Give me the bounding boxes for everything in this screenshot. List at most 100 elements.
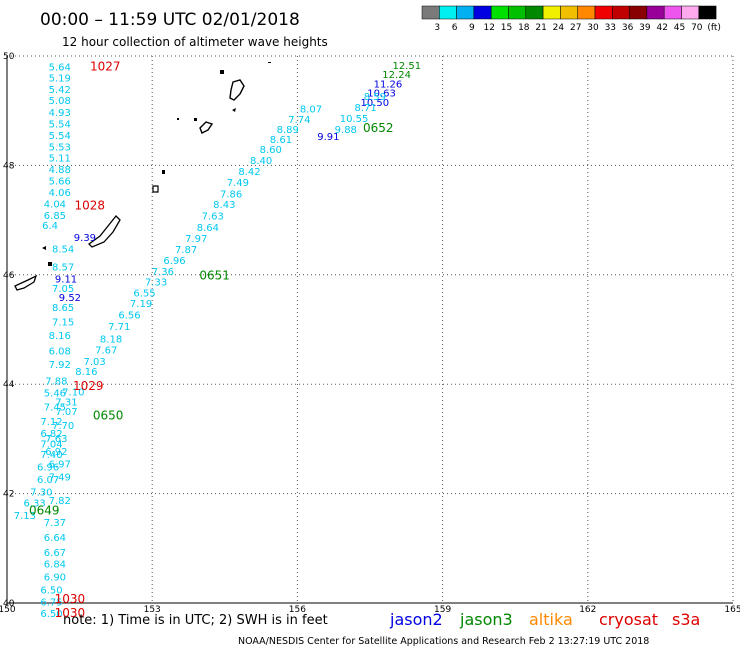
swh-value: 5.46 [44,388,66,399]
color-scale-swatch [612,5,630,20]
color-scale-label: 45 [674,23,685,33]
swh-value: 6.96 [37,462,59,473]
swh-value: 9.88 [335,125,357,136]
swh-value: 6.08 [49,346,71,357]
swh-value: 8.65 [52,303,74,314]
island-shape [152,185,159,193]
swh-value: 9.91 [317,132,339,143]
chart-title: 00:00 – 11:59 UTC 02/01/2018 [40,10,300,30]
color-scale-swatch [663,5,682,20]
y-tick-label: 42 [3,490,14,500]
color-scale-swatch [577,5,596,20]
y-tick-label: 48 [3,161,15,171]
satellite-legend-jason2: jason2 [389,610,443,629]
color-scale-swatch [629,5,648,20]
time-annotation: 1030 [55,592,86,606]
color-scale-label: 24 [553,23,565,33]
color-scale-swatch [594,5,613,20]
swh-value: 8.60 [260,145,282,156]
swh-value: 7.31 [55,398,77,409]
swh-value: 11.26 [374,79,403,90]
footer-credit: NOAA/NESDIS Center for Satellite Applica… [238,636,649,647]
x-tick-label: 162 [579,605,596,615]
swh-value: 7.10 [62,387,84,398]
time-annotation: 1030 [55,606,86,620]
swh-value: 7.70 [52,421,74,432]
swh-value: 5.08 [49,96,71,107]
swh-value: 5.54 [49,131,71,142]
satellite-legend-altika: altika [529,610,573,629]
color-scale-label: 30 [587,23,599,33]
swh-value: 8.07 [300,105,322,116]
swh-value: 7.74 [288,115,310,126]
y-tick-label: 50 [3,52,15,62]
color-scale-label: 36 [622,23,634,33]
swh-value: 8.59 [364,92,386,103]
x-tick-label: 150 [0,605,16,615]
color-scale-label: 39 [639,23,651,33]
x-tick-label: 153 [144,605,161,615]
island-shape [177,118,179,120]
color-scale-swatch [681,5,700,20]
swh-value: 8.64 [197,223,219,234]
swh-value: 6.4 [42,221,58,232]
time-annotation: 1027 [90,59,121,73]
x-tick-label: 156 [289,605,306,615]
time-annotation: 0650 [93,408,124,422]
swh-value: 8.40 [250,156,272,167]
swh-value: 6.84 [44,560,66,571]
swh-value: 10.50 [361,98,390,109]
color-scale-label: 15 [501,23,512,33]
x-tick-label: 165 [724,605,740,615]
swh-value: 7.30 [30,487,52,498]
swh-value: 7.87 [175,245,197,256]
color-scale-swatch [439,5,457,20]
color-scale-label: 12 [483,23,494,33]
island-shape [220,70,224,74]
coastline-islands [14,62,271,291]
swh-value: 6.50 [40,609,62,620]
swh-value: 7.15 [52,317,74,328]
island-shape [14,274,38,291]
swh-value: 8.71 [355,103,377,114]
swh-value: 6.56 [118,311,140,322]
swh-value: 6.50 [40,585,62,596]
swh-value: 7.19 [130,299,152,310]
swh-value: 6.07 [37,475,59,486]
swh-value: 6.55 [133,288,155,299]
swh-value: 7.33 [145,277,167,288]
island-shape [229,79,245,101]
color-scale-label: 3 [434,23,440,33]
swh-value: 6.33 [23,498,45,509]
swh-value: 6.97 [49,460,71,471]
island-shape [232,108,236,112]
swh-value: 5.66 [49,177,71,188]
y-tick-label: 40 [3,599,15,609]
swh-value: 4.04 [44,200,66,211]
time-annotation: 0649 [29,504,60,518]
swh-value: 8.61 [270,135,292,146]
color-scale-swatch [560,5,578,20]
swh-value: 7.67 [95,346,117,357]
color-scale-swatch [525,5,544,20]
swh-value: 7.63 [45,434,67,445]
swh-value: 8.89 [277,125,299,136]
swh-value: 12.51 [392,61,421,72]
color-scale-swatch [456,5,475,20]
swh-value: 7.49 [49,473,71,484]
color-scale-swatch [421,5,440,20]
swh-value: 9.39 [74,233,96,244]
swh-value: 10.63 [367,89,396,100]
swh-value: 7.03 [83,357,105,368]
satellite-legend-cryosat: cryosat [599,610,658,629]
island-shape [194,118,197,121]
color-scale-label: 33 [605,23,616,33]
satellite-legend-jason3: jason3 [459,610,513,629]
color-scale-swatch [698,5,717,20]
axis-ticks: 150 153 156 159 162 165 40 42 44 46 48 50 [0,52,740,615]
swh-value: 5.11 [49,154,71,165]
plot-frame [6,56,733,604]
color-scale-swatch [473,5,492,20]
